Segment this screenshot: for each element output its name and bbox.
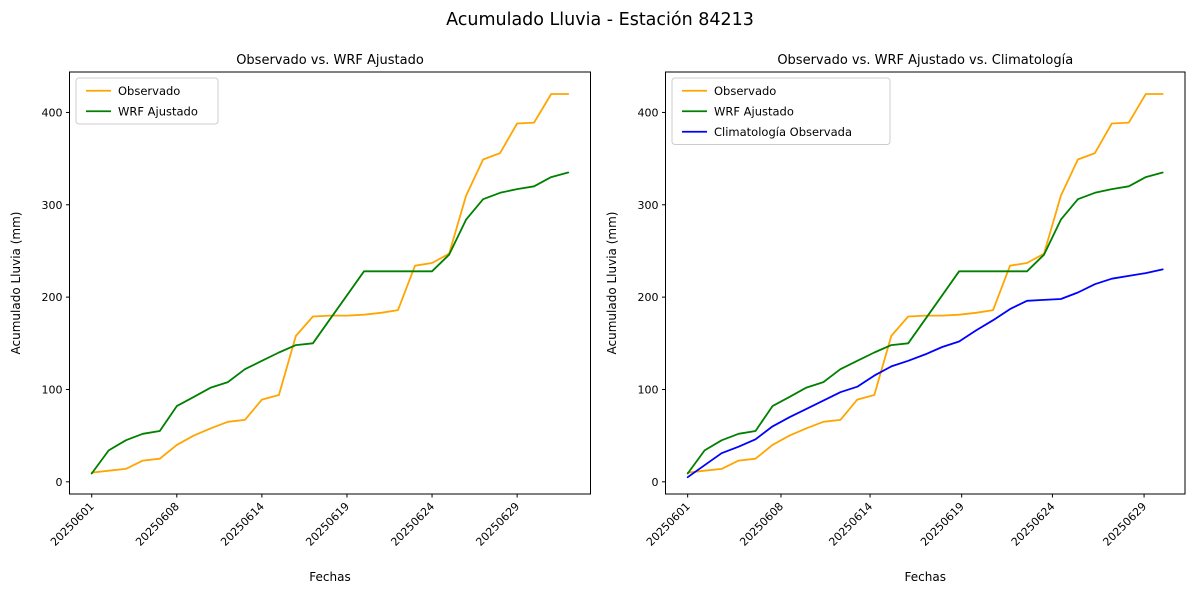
x-tick-label: 20250601	[48, 500, 97, 549]
x-tick-label: 20250629	[473, 500, 522, 549]
y-tick-label: 100	[638, 383, 659, 396]
subplot-1	[66, 71, 591, 498]
y-tick-label: 300	[638, 199, 659, 212]
y-tick-label: 0	[652, 476, 659, 489]
subplot-title: Observado vs. WRF Ajustado	[236, 53, 424, 68]
legend-label: Climatología Observada	[714, 125, 852, 139]
y-tick-label: 300	[42, 199, 63, 212]
figure-title: Acumulado Lluvia - Estación 84213	[446, 10, 754, 30]
x-tick-label: 20250624	[1009, 500, 1058, 549]
y-tick-label: 200	[42, 291, 63, 304]
x-axis-label: Fechas	[309, 570, 350, 584]
x-tick-label: 20250608	[737, 500, 786, 549]
subplot-title: Observado vs. WRF Ajustado vs. Climatolo…	[777, 53, 1073, 68]
x-axis-label: Fechas	[905, 570, 946, 584]
legend-box	[75, 77, 219, 125]
x-tick-label: 20250619	[918, 500, 967, 549]
x-tick-label: 20250619	[303, 500, 352, 549]
y-tick-label: 100	[42, 383, 63, 396]
legend-label: WRF Ajustado	[118, 104, 198, 118]
x-tick-label: 20250614	[826, 500, 875, 549]
x-tick-label: 20250614	[218, 500, 267, 549]
series-line-observado	[90, 93, 570, 474]
legend	[671, 77, 891, 145]
y-tick-label: 400	[42, 106, 63, 119]
legend-label: Observado	[714, 84, 776, 98]
axes-border	[69, 71, 591, 495]
series-line-wrf-ajustado	[90, 171, 570, 475]
y-axis-label: Acumulado Lluvia (mm)	[9, 212, 23, 355]
legend-box	[671, 77, 891, 145]
y-tick-label: 0	[56, 476, 63, 489]
x-tick-label: 20250624	[388, 500, 437, 549]
legend-label: WRF Ajustado	[714, 104, 794, 118]
subplot-2	[662, 71, 1186, 498]
series-line-climatolog-a-observada	[686, 268, 1164, 479]
series-line-wrf-ajustado	[686, 171, 1164, 475]
axes-border	[665, 71, 1186, 495]
x-tick-label: 20250601	[644, 500, 693, 549]
legend	[75, 77, 219, 125]
x-tick-label: 20250629	[1100, 500, 1149, 549]
x-tick-label: 20250608	[133, 500, 182, 549]
y-tick-label: 400	[638, 106, 659, 119]
series-line-observado	[686, 93, 1164, 474]
legend-label: Observado	[118, 84, 180, 98]
y-axis-label: Acumulado Lluvia (mm)	[605, 212, 619, 355]
y-tick-label: 200	[638, 291, 659, 304]
